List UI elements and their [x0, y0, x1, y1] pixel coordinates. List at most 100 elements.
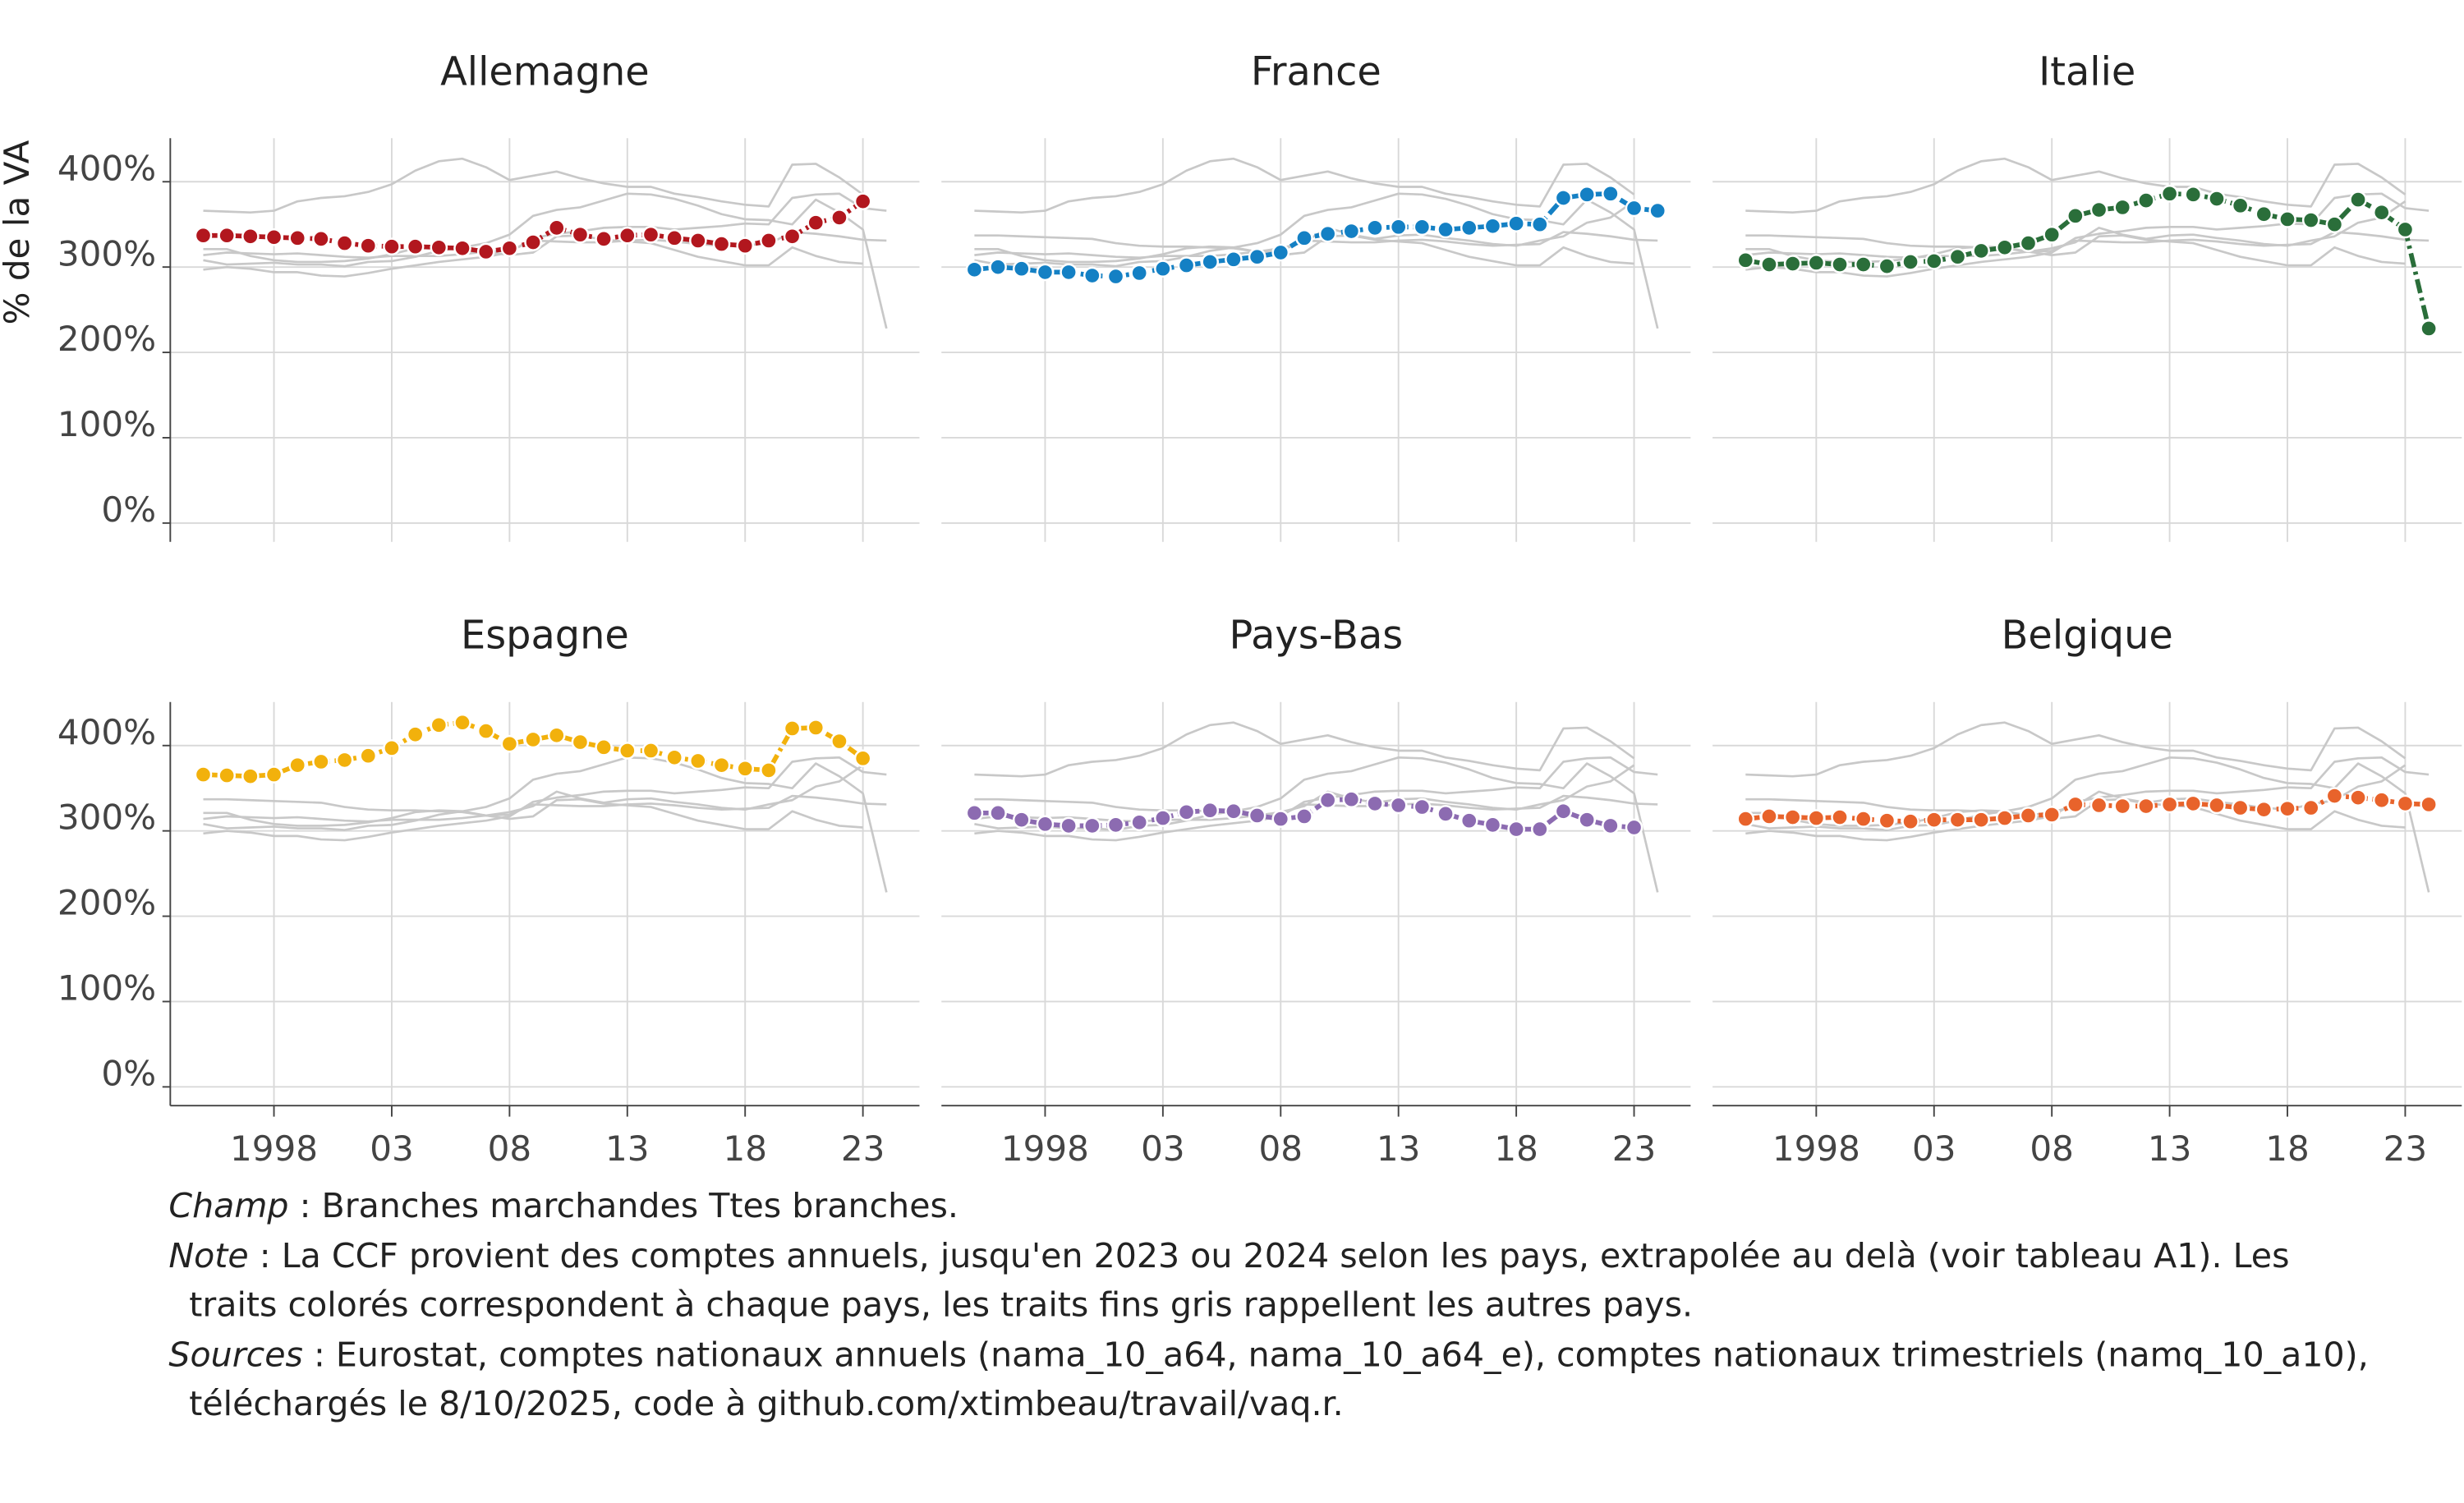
- data-point: [1924, 252, 1943, 270]
- data-point: [689, 232, 707, 250]
- data-point: [1996, 238, 2014, 257]
- data-point: [1554, 189, 1573, 207]
- data-point: [807, 719, 825, 737]
- data-point: [1760, 255, 1778, 273]
- data-point: [476, 242, 495, 261]
- data-point: [1530, 820, 1549, 839]
- y-tick-label: 0%: [101, 490, 156, 530]
- data-point: [2325, 215, 2344, 234]
- data-point: [2349, 788, 2367, 807]
- context-line: [1745, 157, 2407, 214]
- data-point: [1783, 808, 1802, 826]
- data-point: [1602, 816, 1620, 835]
- note-text: téléchargés le 8/10/2025, code à github.…: [189, 1384, 1343, 1423]
- data-point: [2208, 190, 2226, 208]
- context-line: [1745, 756, 2430, 893]
- data-point: [500, 239, 519, 258]
- note-label: Sources: [168, 1335, 303, 1375]
- context-line: [974, 721, 1635, 778]
- panel-title: Italie: [2039, 49, 2135, 94]
- context-line: [203, 797, 863, 830]
- data-point: [1060, 263, 1078, 282]
- data-point: [500, 734, 519, 753]
- data-point: [1807, 809, 1826, 827]
- data-point: [1736, 251, 1755, 269]
- data-point: [1854, 810, 1873, 828]
- data-point: [1507, 214, 1525, 232]
- data-point: [618, 742, 637, 760]
- data-point: [1625, 199, 1643, 218]
- note-text: : Eurostat, comptes nationaux annuels (n…: [303, 1335, 2369, 1375]
- y-tick-label: 300%: [57, 233, 156, 273]
- data-point: [2066, 207, 2085, 225]
- data-point: [2396, 794, 2415, 813]
- x-tick-label: 1998: [1001, 1128, 1089, 1169]
- data-point: [264, 765, 283, 784]
- data-point: [547, 726, 566, 745]
- data-point: [783, 227, 802, 246]
- y-tick-label: 300%: [57, 797, 156, 838]
- data-point: [241, 767, 260, 785]
- note-label: Champ: [168, 1186, 288, 1225]
- x-tick-label: 23: [1612, 1128, 1657, 1169]
- data-point: [2089, 200, 2108, 219]
- data-point: [1083, 266, 1101, 285]
- data-point: [1578, 811, 1596, 829]
- data-point: [1413, 218, 1432, 237]
- data-point: [359, 237, 378, 255]
- data-point: [524, 730, 542, 749]
- data-point: [641, 225, 660, 244]
- data-point: [524, 233, 542, 251]
- data-point: [2066, 795, 2085, 814]
- data-point: [1948, 247, 1967, 266]
- data-point: [430, 716, 448, 734]
- data-point: [2372, 791, 2391, 810]
- data-point: [1366, 794, 1384, 813]
- data-point: [1413, 797, 1432, 816]
- data-point: [989, 258, 1007, 276]
- data-point: [1901, 812, 1919, 831]
- data-point: [1648, 201, 1667, 220]
- x-tick-label: 23: [2384, 1128, 2428, 1169]
- data-point: [1106, 267, 1125, 286]
- data-point: [1924, 811, 1943, 829]
- data-point: [1271, 243, 1290, 262]
- data-point: [264, 228, 283, 246]
- data-point: [1295, 807, 1313, 825]
- data-point: [736, 760, 755, 778]
- data-point: [1154, 260, 1172, 278]
- context-line: [203, 192, 888, 329]
- note: Sources : Eurostat, comptes nationaux an…: [168, 1335, 2368, 1375]
- data-point: [1736, 810, 1755, 828]
- data-point: [1060, 816, 1078, 835]
- data-point: [1783, 255, 1802, 273]
- data-point: [1460, 811, 1478, 830]
- data-point: [2255, 205, 2273, 223]
- y-tick-label: 400%: [57, 148, 156, 188]
- data-point: [194, 226, 213, 245]
- x-tick-label: 1998: [1772, 1128, 1860, 1169]
- data-point: [2301, 211, 2320, 229]
- data-point: [830, 209, 848, 227]
- data-point: [476, 722, 495, 740]
- data-point: [1831, 255, 1849, 273]
- data-point: [853, 749, 872, 768]
- data-point: [783, 719, 802, 738]
- panel-title: Allemagne: [440, 49, 650, 94]
- data-point: [1318, 791, 1337, 810]
- data-point: [2278, 210, 2296, 228]
- data-point: [1901, 253, 1919, 271]
- data-point: [665, 229, 683, 247]
- panel-title: France: [1251, 49, 1381, 94]
- y-tick-label: 200%: [57, 883, 156, 923]
- data-point: [1483, 816, 1502, 834]
- data-point: [989, 804, 1007, 822]
- data-point: [2113, 797, 2132, 816]
- panel-title: Espagne: [461, 614, 629, 659]
- data-point: [1602, 185, 1620, 203]
- data-point: [1036, 815, 1055, 834]
- data-point: [1201, 253, 1220, 271]
- data-point: [406, 725, 425, 744]
- context-line: [974, 231, 1658, 260]
